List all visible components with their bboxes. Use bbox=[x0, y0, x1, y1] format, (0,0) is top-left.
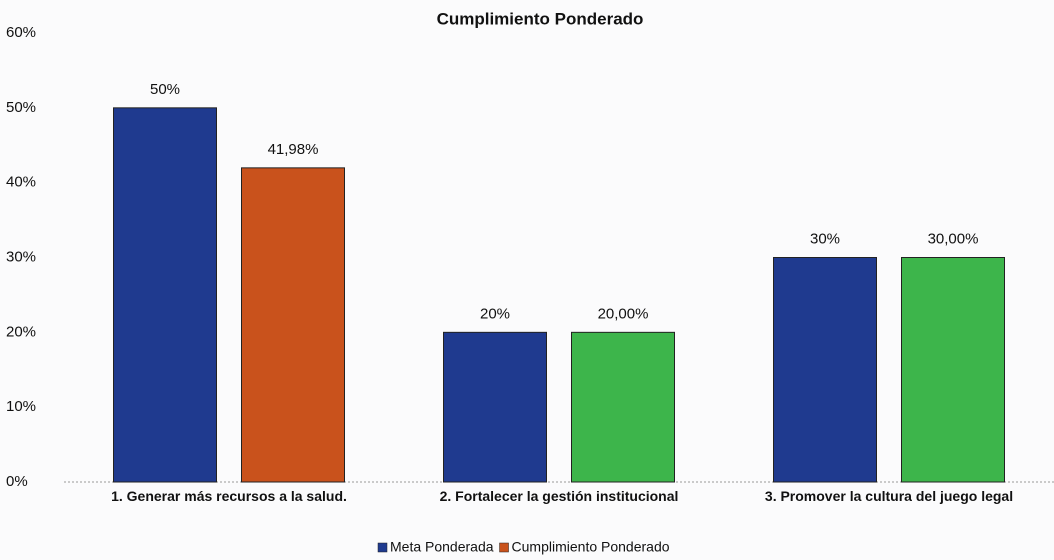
y-tick-label: 20% bbox=[6, 323, 36, 340]
data-label: 30% bbox=[810, 230, 840, 247]
x-tick-label: 3. Promover la cultura del juego legal bbox=[764, 488, 1014, 504]
chart-title: Cumplimiento Ponderado bbox=[437, 9, 644, 28]
legend-swatch bbox=[377, 542, 388, 553]
legend-swatch bbox=[499, 542, 509, 553]
y-tick-label: 0% bbox=[6, 473, 28, 490]
data-label: 20,00% bbox=[598, 305, 649, 322]
data-label: 30,00% bbox=[928, 230, 979, 247]
bar bbox=[901, 257, 1005, 483]
y-tick-label: 50% bbox=[6, 99, 36, 116]
bar bbox=[113, 107, 217, 483]
y-tick-label: 10% bbox=[6, 398, 36, 415]
bar bbox=[443, 331, 547, 483]
y-tick-label: 60% bbox=[6, 24, 36, 41]
x-tick-label: 1. Generar más recursos a la salud. bbox=[111, 488, 347, 504]
y-tick-label: 30% bbox=[6, 248, 36, 265]
bar bbox=[241, 167, 345, 483]
y-tick-label: 40% bbox=[6, 174, 36, 191]
legend-label: Cumplimiento Ponderado bbox=[512, 539, 670, 555]
x-tick-label: 2. Fortalecer la gestión institucional bbox=[439, 488, 679, 504]
bar bbox=[773, 257, 877, 483]
bar bbox=[571, 331, 675, 483]
data-label: 50% bbox=[150, 81, 180, 98]
legend-label: Meta Ponderada bbox=[390, 539, 494, 555]
data-label: 20% bbox=[480, 305, 510, 322]
data-label: 41,98% bbox=[268, 141, 319, 158]
